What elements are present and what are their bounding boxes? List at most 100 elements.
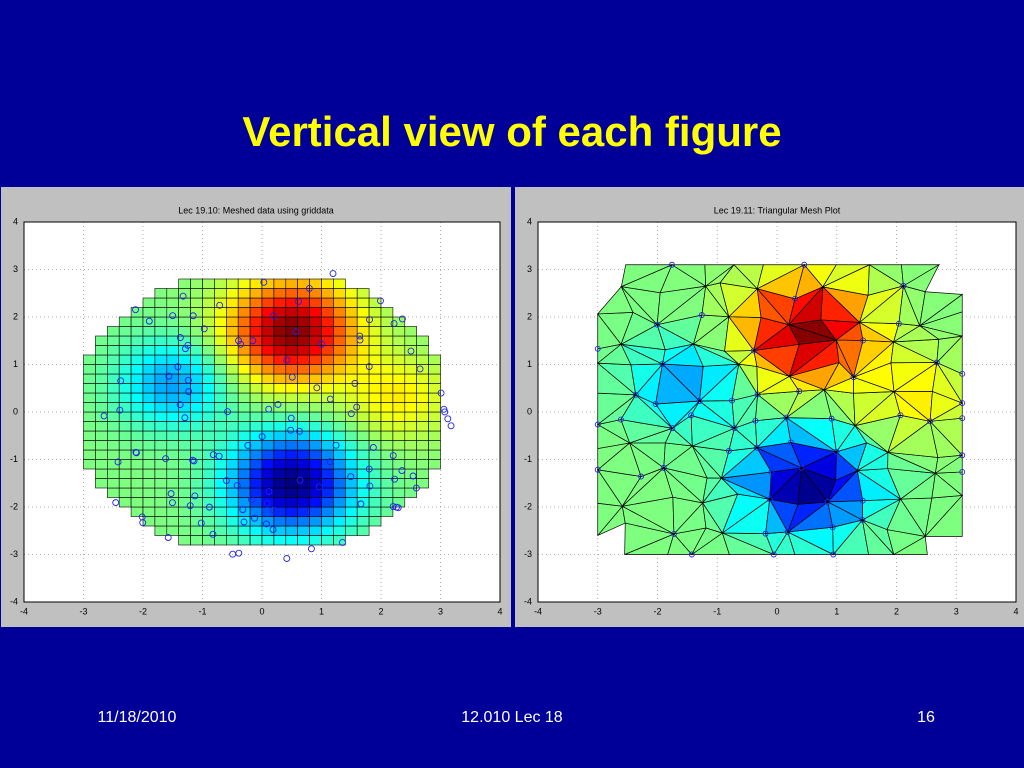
- mesh-cell: [190, 478, 203, 489]
- mesh-cell: [428, 440, 441, 451]
- mesh-cell: [226, 326, 239, 337]
- vertex-point: [669, 425, 676, 432]
- mesh-cell: [202, 421, 215, 432]
- mesh-cell: [321, 335, 334, 346]
- sample-point: [100, 412, 108, 420]
- mesh-cell: [297, 459, 310, 470]
- vertex-point: [824, 498, 831, 505]
- mesh-cell: [344, 430, 358, 441]
- vertex-point: [783, 414, 790, 421]
- sample-point: [200, 325, 208, 333]
- mesh-cell: [95, 392, 108, 403]
- mesh-cell: [333, 449, 346, 460]
- mesh-cell: [321, 421, 334, 432]
- mesh-cell: [392, 440, 406, 451]
- x-tick-label: -1: [198, 606, 206, 616]
- mesh-cell: [404, 440, 417, 451]
- mesh-cell: [356, 516, 370, 527]
- mesh-cell: [297, 326, 310, 337]
- sample-point: [248, 496, 255, 504]
- mesh-cell: [202, 288, 215, 299]
- mesh-cell: [178, 345, 191, 356]
- mesh-cell: [166, 430, 180, 441]
- mesh-cell: [261, 288, 275, 299]
- mesh-cell: [130, 506, 144, 517]
- mesh-cell: [154, 497, 168, 508]
- mesh-cell: [249, 288, 263, 299]
- mesh-cell: [380, 307, 394, 318]
- mesh-cell: [190, 506, 203, 517]
- mesh-cell: [130, 402, 144, 413]
- x-tick-label: -2: [653, 606, 661, 616]
- mesh-cell: [273, 335, 287, 346]
- vertex-point: [959, 452, 966, 459]
- sample-point: [184, 341, 192, 349]
- y-tick-label: 2: [527, 311, 532, 321]
- mesh-cell: [392, 383, 406, 394]
- mesh-cell: [130, 459, 144, 470]
- sample-point: [313, 384, 321, 392]
- mesh-cell: [273, 383, 287, 394]
- mesh-cell: [333, 392, 346, 403]
- mesh-cell: [226, 364, 239, 375]
- mesh-cell: [202, 525, 215, 536]
- mesh-cell: [130, 440, 144, 451]
- sample-point: [357, 500, 365, 508]
- mesh-cell: [416, 392, 429, 403]
- mesh-cell: [190, 297, 203, 308]
- sample-point: [318, 340, 326, 348]
- mesh-cell: [118, 478, 132, 489]
- mesh-cell: [297, 411, 310, 422]
- mesh-cell: [154, 288, 168, 299]
- mesh-cell: [356, 288, 370, 299]
- x-tick-label: -4: [534, 606, 542, 616]
- sample-point: [179, 292, 187, 300]
- mesh-cell: [368, 516, 382, 527]
- mesh-cell: [190, 373, 203, 384]
- mesh-cell: [285, 411, 298, 422]
- mesh-cell: [321, 316, 334, 327]
- mesh-cell: [190, 411, 203, 422]
- sample-point: [394, 504, 402, 512]
- vertex-point: [654, 321, 661, 328]
- mesh-cell: [190, 326, 203, 337]
- sample-point: [185, 388, 193, 396]
- sample-point: [270, 506, 277, 514]
- mesh-cell: [226, 487, 239, 498]
- mesh-cell: [130, 392, 144, 403]
- mesh-cell: [154, 516, 168, 527]
- mesh-cell: [333, 383, 346, 394]
- mesh-cell: [249, 364, 263, 375]
- mesh-cell: [142, 487, 156, 498]
- mesh-cell: [237, 449, 251, 460]
- mesh-cell: [273, 440, 287, 451]
- mesh-cell: [226, 402, 239, 413]
- mesh-cell: [107, 430, 120, 441]
- mesh-cell: [392, 373, 406, 384]
- mesh-cell: [202, 364, 215, 375]
- vertex-point: [754, 391, 761, 398]
- mesh-cell: [142, 449, 156, 460]
- sample-point: [329, 270, 337, 278]
- mesh-cell: [273, 421, 287, 432]
- vertex-point: [752, 417, 759, 424]
- vertex-point: [833, 448, 840, 455]
- mesh-cell: [273, 297, 287, 308]
- mesh-cell: [404, 430, 417, 441]
- mesh-cell: [249, 487, 263, 498]
- mesh-cell: [416, 440, 429, 451]
- mesh-cell: [380, 402, 394, 413]
- mesh-cell: [118, 373, 132, 384]
- mesh-cell: [214, 288, 227, 299]
- mesh-cell: [118, 430, 132, 441]
- mesh-cell: [130, 487, 144, 498]
- mesh-cell: [214, 278, 227, 289]
- mesh-cell: [178, 459, 191, 470]
- sample-point: [132, 306, 139, 314]
- vertex-point: [670, 530, 677, 537]
- mesh-cell: [237, 335, 251, 346]
- mesh-cell: [285, 516, 298, 527]
- mesh-cell: [166, 297, 180, 308]
- mesh-cell: [118, 497, 132, 508]
- mesh-cell: [285, 449, 298, 460]
